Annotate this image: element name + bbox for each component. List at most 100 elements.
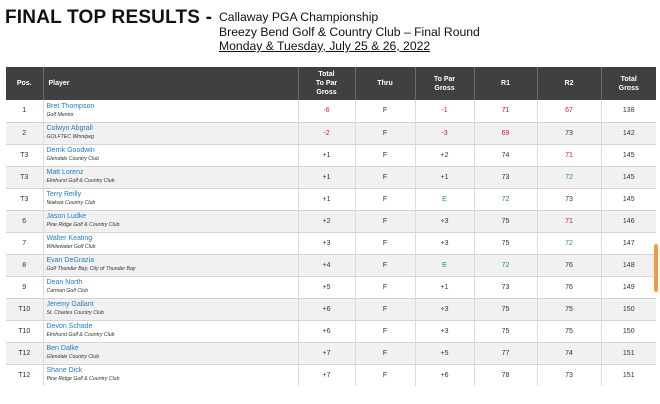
cell-player: Derrik Goodwin Glendale Country Club xyxy=(43,144,299,167)
cell-r2: 71 xyxy=(537,144,602,167)
cell-r1: 77 xyxy=(474,342,538,365)
cell-total: 145 xyxy=(601,144,656,167)
cell-player: Walter Keating Whitewater Golf Club xyxy=(43,232,299,255)
col-header-thru[interactable]: Thru xyxy=(355,67,416,100)
player-name-link[interactable]: Ben Dalke xyxy=(46,345,79,352)
player-club: Elmhurst Golf & Country Club xyxy=(46,178,115,184)
player-name-link[interactable]: Devon Schade xyxy=(46,323,93,330)
cell-total: 151 xyxy=(601,342,656,365)
cell-total: 147 xyxy=(601,232,656,255)
leaderboard-table-container[interactable]: Pos. Player Total To Par Gross Thru To P… xyxy=(6,67,656,386)
cell-thru: F xyxy=(355,320,416,343)
event-name: Callaway PGA Championship xyxy=(219,10,379,24)
cell-r1: 73 xyxy=(474,276,538,299)
cell-to-par: -3 xyxy=(415,122,475,145)
player-name-link[interactable]: Colwyn Abgrall xyxy=(46,125,93,132)
cell-player: Jason Ludke Pine Ridge Golf & Country Clu… xyxy=(43,210,299,233)
player-name-link[interactable]: Shane Dick xyxy=(46,367,83,374)
cell-pos: T12 xyxy=(6,342,44,365)
cell-total-to-par: +4 xyxy=(298,254,356,277)
cell-pos: 1 xyxy=(6,100,44,123)
cell-total-to-par: +6 xyxy=(298,298,356,321)
cell-total-to-par: +7 xyxy=(298,364,356,386)
cell-r1: 72 xyxy=(474,254,538,277)
cell-total-to-par: +5 xyxy=(298,276,356,299)
player-club: St. Charles Country Club xyxy=(46,310,104,316)
cell-player: Colwyn Abgrall GOLFTEC Winnipeg xyxy=(43,122,299,145)
cell-total-to-par: +1 xyxy=(298,144,356,167)
player-name-link[interactable]: Jason Ludke xyxy=(46,213,87,220)
cell-pos: 7 xyxy=(6,232,44,255)
cell-to-par: E xyxy=(415,188,475,211)
cell-r2: 72 xyxy=(537,166,602,189)
cell-player: Bret Thompson Golf Mentor xyxy=(43,100,299,123)
cell-to-par: +6 xyxy=(415,364,475,386)
cell-player: Devon Schade Elmhurst Golf & Country Club xyxy=(43,320,299,343)
player-name-link[interactable]: Terry Reilly xyxy=(46,191,82,198)
player-club: Elmhurst Golf & Country Club xyxy=(46,332,115,338)
cell-r1: 69 xyxy=(474,122,538,145)
cell-total: 150 xyxy=(601,320,656,343)
cell-pos: T12 xyxy=(6,364,44,386)
cell-r2: 71 xyxy=(537,210,602,233)
cell-thru: F xyxy=(355,144,416,167)
cell-to-par: +3 xyxy=(415,298,475,321)
cell-r1: 74 xyxy=(474,144,538,167)
table-row: T3 Derrik Goodwin Glendale Country Club +1 F… xyxy=(6,144,656,167)
cell-to-par: +1 xyxy=(415,276,475,299)
player-club: Niakwa Country Club xyxy=(46,200,96,206)
col-header-r1[interactable]: R1 xyxy=(474,67,538,100)
player-name-link[interactable]: Dean North xyxy=(46,279,83,286)
event-dates: Monday & Tuesday, July 25 & 26, 2022 xyxy=(219,39,431,53)
results-header: FINAL TOP RESULTS - Callaway PGA Champio… xyxy=(0,0,660,66)
player-name-link[interactable]: Derrik Goodwin xyxy=(46,147,95,154)
cell-pos: 6 xyxy=(6,210,44,233)
col-header-total-to-par[interactable]: Total To Par Gross xyxy=(298,67,356,100)
cell-total: 145 xyxy=(601,166,656,189)
cell-r1: 75 xyxy=(474,210,538,233)
player-name-link[interactable]: Walter Keating xyxy=(46,235,93,242)
cell-r2: 73 xyxy=(537,188,602,211)
cell-total: 150 xyxy=(601,298,656,321)
player-name-link[interactable]: Evan DeGrazia xyxy=(46,257,94,264)
cell-total: 142 xyxy=(601,122,656,145)
cell-pos: 2 xyxy=(6,122,44,145)
scrollbar-thumb[interactable] xyxy=(654,244,658,292)
cell-thru: F xyxy=(355,254,416,277)
cell-to-par: +2 xyxy=(415,144,475,167)
cell-r2: 73 xyxy=(537,122,602,145)
cell-pos: T3 xyxy=(6,144,44,167)
cell-r1: 72 xyxy=(474,188,538,211)
col-header-r2[interactable]: R2 xyxy=(537,67,602,100)
player-name-link[interactable]: Matt Lorenz xyxy=(46,169,84,176)
col-header-player[interactable]: Player xyxy=(43,67,299,100)
player-club: Pine Ridge Golf & Country Club xyxy=(46,376,120,382)
cell-r1: 78 xyxy=(474,364,538,386)
cell-r2: 76 xyxy=(537,254,602,277)
player-club: Pine Ridge Golf & Country Club xyxy=(46,222,120,228)
table-row: 8 Evan DeGrazia Golf Thunder Bay, City of … xyxy=(6,254,656,277)
col-header-pos[interactable]: Pos. xyxy=(6,67,44,100)
cell-r2: 76 xyxy=(537,276,602,299)
cell-r2: 73 xyxy=(537,364,602,386)
cell-total: 148 xyxy=(601,254,656,277)
cell-total: 149 xyxy=(601,276,656,299)
table-row: T10 Jeremy Gallant St. Charles Country Clu… xyxy=(6,298,656,321)
player-club: Carman Golf Club xyxy=(46,288,89,294)
player-name-link[interactable]: Jeremy Gallant xyxy=(46,301,94,308)
cell-r2: 74 xyxy=(537,342,602,365)
cell-to-par: +1 xyxy=(415,166,475,189)
cell-r1: 75 xyxy=(474,320,538,343)
cell-player: Jeremy Gallant St. Charles Country Club xyxy=(43,298,299,321)
cell-player: Ben Dalke Glendale Country Club xyxy=(43,342,299,365)
cell-total: 146 xyxy=(601,210,656,233)
cell-total-to-par: -6 xyxy=(298,100,356,123)
cell-total-to-par: +6 xyxy=(298,320,356,343)
table-body: 1 Bret Thompson Golf Mentor -6 F -1 71 67 138 2 Co… xyxy=(6,100,656,386)
cell-r1: 75 xyxy=(474,298,538,321)
player-name-link[interactable]: Bret Thompson xyxy=(46,102,95,110)
col-header-to-par[interactable]: To Par Gross xyxy=(415,67,475,100)
col-header-total[interactable]: Total Gross xyxy=(601,67,656,100)
player-club: Glendale Country Club xyxy=(46,354,99,360)
cell-total-to-par: +7 xyxy=(298,342,356,365)
